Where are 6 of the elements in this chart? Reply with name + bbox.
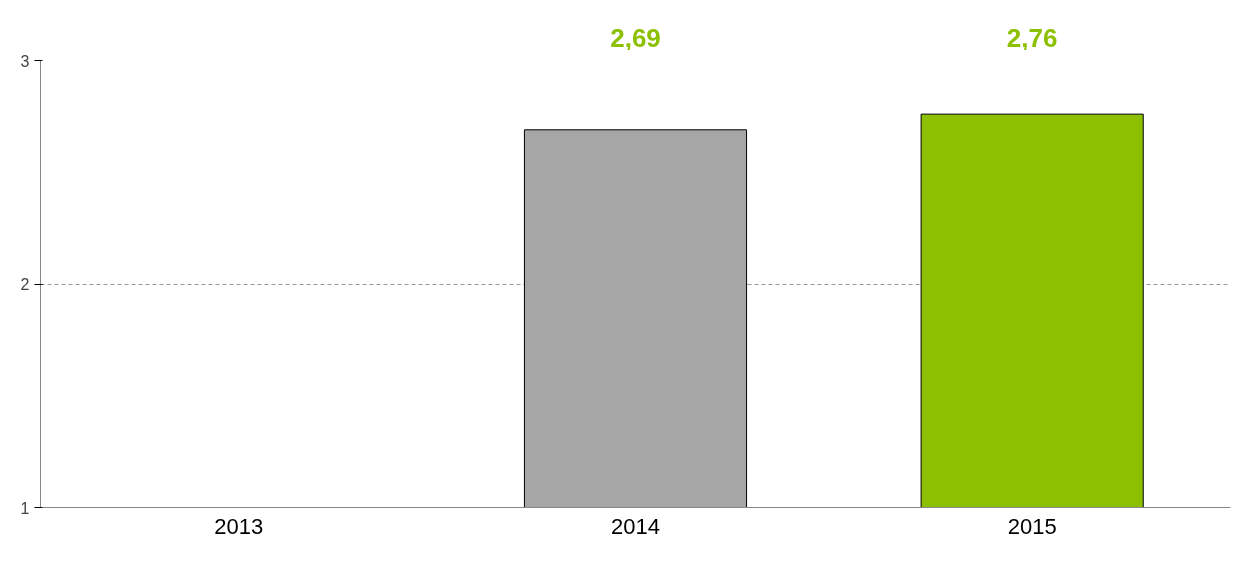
x-tick-label: 2015 bbox=[1007, 513, 1057, 539]
y-tick-label: 2 bbox=[20, 276, 30, 293]
y-tick-label: 3 bbox=[20, 52, 30, 70]
y-tick-label: 1 bbox=[20, 499, 30, 517]
x-tick-label: 2013 bbox=[214, 513, 264, 539]
x-tick-label: 2014 bbox=[611, 513, 660, 539]
